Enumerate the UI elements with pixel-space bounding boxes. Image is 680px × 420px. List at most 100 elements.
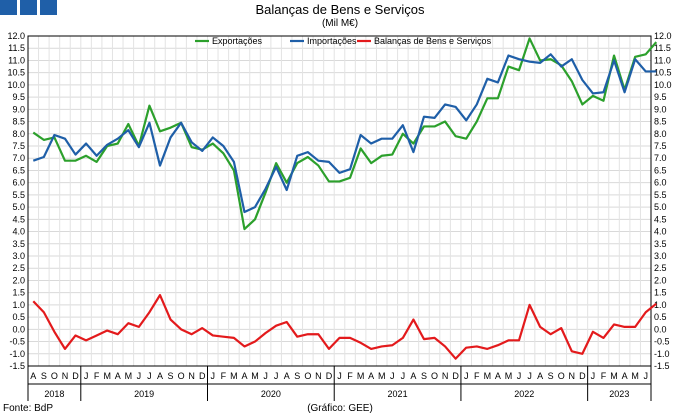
x-tick-label: J — [591, 371, 596, 381]
y-tick-label-right: 1.5 — [654, 288, 667, 298]
legend-label: Balanças de Bens e Serviços — [374, 36, 492, 46]
y-tick-label-right: 0.0 — [654, 324, 667, 334]
x-tick-label: D — [452, 371, 459, 381]
x-tick-label: O — [558, 371, 565, 381]
y-tick-label: -1.5 — [9, 361, 25, 371]
y-tick-label: 6.0 — [12, 178, 25, 188]
y-tick-label-right: 6.0 — [654, 178, 667, 188]
year-label: 2023 — [609, 389, 629, 399]
x-tick-label: J — [263, 371, 268, 381]
x-tick-label: A — [115, 371, 121, 381]
logo-square — [40, 0, 57, 15]
y-tick-label: 3.5 — [12, 239, 25, 249]
x-tick-label: F — [474, 371, 480, 381]
y-tick-label: 7.0 — [12, 153, 25, 163]
y-tick-label-right: 3.0 — [654, 251, 667, 261]
y-tick-label: 2.5 — [12, 263, 25, 273]
y-tick-label: 9.5 — [12, 92, 25, 102]
x-tick-label: M — [610, 371, 618, 381]
x-tick-label: S — [294, 371, 300, 381]
y-tick-label-right: 6.5 — [654, 165, 667, 175]
y-tick-label-right: 8.5 — [654, 117, 667, 127]
x-tick-label: S — [168, 371, 174, 381]
x-tick-label: A — [368, 371, 374, 381]
x-tick-label: F — [221, 371, 227, 381]
x-tick-label: D — [326, 371, 333, 381]
x-tick-label: S — [421, 371, 427, 381]
legend-label: Importações — [307, 36, 357, 46]
axes: -1.5 -1.5 -1.0 -1.0 -0.5 -0.5 0.0 0.0 0.5 0.5 1.0 1… — [7, 31, 672, 401]
y-tick-label-right: 1.0 — [654, 300, 667, 310]
x-tick-label: J — [643, 371, 648, 381]
y-tick-label: 4.0 — [12, 227, 25, 237]
x-tick-label: S — [548, 371, 554, 381]
y-tick-label-right: 11.5 — [654, 43, 671, 53]
x-tick-label: J — [274, 371, 279, 381]
x-tick-label: A — [284, 371, 290, 381]
y-tick-label: 4.5 — [12, 214, 25, 224]
legend: Exportações Importações Balanças de Bens e… — [195, 36, 492, 46]
x-tick-label: N — [188, 371, 195, 381]
year-label: 2020 — [261, 389, 281, 399]
x-tick-label: A — [495, 371, 501, 381]
y-tick-label: 0.5 — [12, 312, 25, 322]
y-tick-label: -0.5 — [9, 337, 25, 347]
y-tick-label-right: 5.5 — [654, 190, 667, 200]
year-label: 2022 — [514, 389, 534, 399]
y-tick-label-right: 12.0 — [654, 31, 672, 41]
y-tick-label-right: 0.5 — [654, 312, 667, 322]
y-tick-label-right: 2.5 — [654, 263, 667, 273]
y-tick-label: 12.0 — [7, 31, 25, 41]
y-tick-label: 11.0 — [8, 55, 25, 65]
x-tick-label: A — [241, 371, 247, 381]
x-tick-label: N — [315, 371, 322, 381]
x-tick-label: J — [464, 371, 469, 381]
series — [32, 37, 658, 360]
y-tick-label-right: 10.5 — [654, 68, 672, 78]
x-tick-label: M — [125, 371, 133, 381]
y-tick-label-right: 9.5 — [654, 92, 667, 102]
x-tick-label: J — [517, 371, 522, 381]
x-tick-label: O — [304, 371, 311, 381]
x-tick-label: N — [62, 371, 69, 381]
y-tick-label: -1.0 — [9, 349, 25, 359]
x-tick-label: J — [211, 371, 216, 381]
credit-note: (Gráfico: GEE) — [307, 403, 373, 414]
x-tick-label: J — [401, 371, 406, 381]
y-tick-label: 8.5 — [12, 117, 25, 127]
year-label: 2018 — [44, 389, 64, 399]
x-tick-label: D — [579, 371, 586, 381]
y-tick-label: 2.0 — [12, 275, 25, 285]
y-tick-label: 0.0 — [12, 324, 25, 334]
y-tick-label-right: 7.0 — [654, 153, 667, 163]
source-note: Fonte: BdP — [3, 403, 53, 414]
x-tick-label: A — [622, 371, 628, 381]
x-tick-label: A — [537, 371, 543, 381]
y-tick-label-right: 4.0 — [654, 227, 667, 237]
logo — [0, 0, 57, 15]
x-tick-label: J — [390, 371, 395, 381]
y-tick-label: 7.5 — [12, 141, 25, 151]
x-tick-label: M — [631, 371, 639, 381]
x-tick-label: J — [527, 371, 532, 381]
y-tick-label: 5.0 — [12, 202, 25, 212]
y-tick-label: 9.0 — [12, 104, 25, 114]
y-tick-label-right: 5.0 — [654, 202, 667, 212]
y-tick-label-right: 9.0 — [654, 104, 667, 114]
x-tick-label: N — [569, 371, 576, 381]
x-tick-label: M — [251, 371, 259, 381]
x-tick-label: J — [337, 371, 342, 381]
logo-square — [0, 0, 17, 15]
x-tick-label: M — [103, 371, 111, 381]
y-tick-label-right: -1.5 — [654, 361, 670, 371]
x-tick-label: M — [505, 371, 513, 381]
y-tick-label-right: -1.0 — [654, 349, 670, 359]
x-tick-label: M — [378, 371, 386, 381]
x-tick-label: F — [94, 371, 100, 381]
series-line — [32, 53, 657, 214]
y-tick-label: 1.5 — [12, 288, 25, 298]
x-tick-label: A — [410, 371, 416, 381]
x-tick-label: A — [157, 371, 163, 381]
year-label: 2021 — [388, 389, 408, 399]
